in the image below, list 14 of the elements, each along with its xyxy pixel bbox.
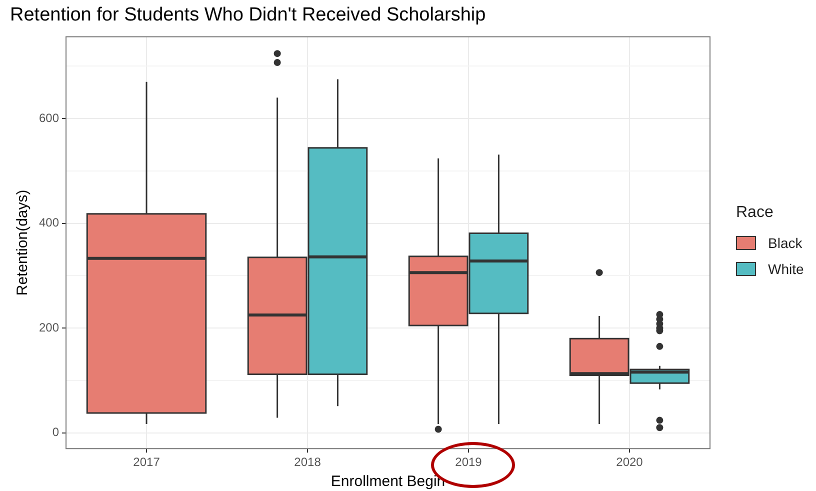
y-tick-label: 200: [38, 320, 60, 334]
chart-title: Retention for Students Who Didn't Received Scholarship: [10, 4, 486, 26]
y-tick-label: 0: [52, 425, 60, 440]
legend-title: Race: [736, 204, 774, 222]
x-axis-title: Enrollment Begin: [330, 473, 446, 490]
y-axis-title: Retention(days): [14, 190, 32, 296]
x-tick-label: 2018: [294, 455, 322, 470]
x-tick-label: 2017: [133, 455, 160, 470]
legend-label: Black: [768, 235, 802, 251]
y-tick-label: 400: [38, 216, 60, 230]
x-tick-label: 2019: [455, 455, 482, 470]
legend-label: White: [768, 261, 804, 277]
x-tick-label: 2020: [616, 455, 644, 470]
y-tick-label: 600: [38, 110, 60, 125]
